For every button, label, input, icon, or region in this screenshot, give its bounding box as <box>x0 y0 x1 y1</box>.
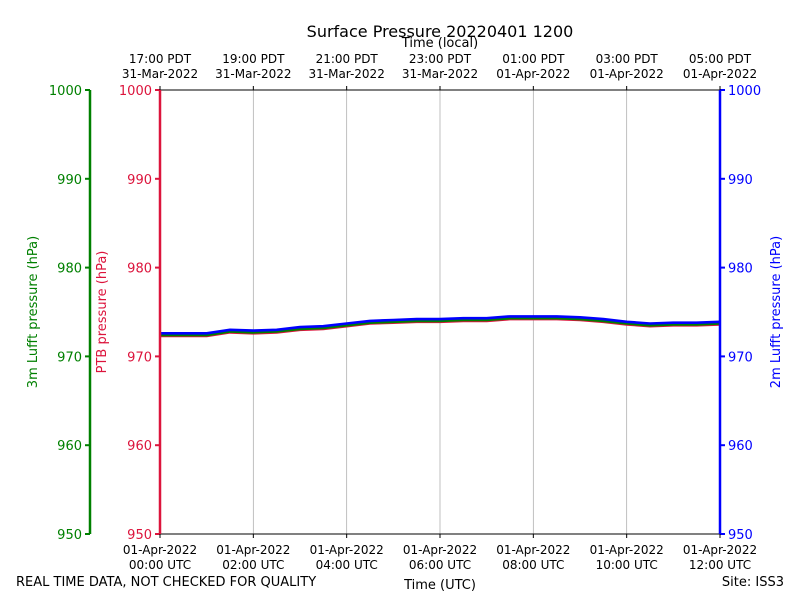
y-axis-label-ptb: PTB pressure (hPa) <box>95 251 110 374</box>
y-axis-3m-lufft-tick-label-4: 990 <box>57 173 82 188</box>
y-axis-2m-lufft: 950 960 970 980 990 1000 <box>718 84 761 543</box>
y-axis-ptb-tick-label-2: 970 <box>127 350 152 365</box>
y-axis-ptb-tick-label-3: 980 <box>127 262 152 277</box>
y-axis-ptb: 950 960 970 980 990 1000 <box>119 84 162 543</box>
x-tick-label-local-time-5: 03:00 PDT <box>596 52 659 66</box>
x-tick-label-utc-time-6: 12:00 UTC <box>689 558 751 572</box>
x-tick-label-local-date-1: 31-Mar-2022 <box>215 67 291 81</box>
x-tick-label-local-time-0: 17:00 PDT <box>129 52 192 66</box>
y-axis-3m-lufft-tick-label-5: 1000 <box>49 84 82 99</box>
x-tick-label-local-time-1: 19:00 PDT <box>222 52 285 66</box>
x-tick-label-utc-date-3: 01-Apr-2022 <box>403 543 477 557</box>
gridlines <box>252 90 628 534</box>
chart-title: Surface Pressure 20220401 1200 <box>307 22 574 41</box>
x-tick-label-local-date-0: 31-Mar-2022 <box>122 67 198 81</box>
x-tick-label-local-time-6: 05:00 PDT <box>689 52 752 66</box>
y-axis-label-2m-lufft: 2m Lufft pressure (hPa) <box>769 236 784 388</box>
top-axis-label: Time (local) <box>401 36 478 51</box>
site-label: Site: ISS3 <box>721 575 784 590</box>
quality-note: REAL TIME DATA, NOT CHECKED FOR QUALITY <box>16 575 317 590</box>
y-axis-3m-lufft-tick-label-0: 950 <box>57 528 82 543</box>
x-axis-label: Time (UTC) <box>403 578 476 593</box>
series-group <box>160 315 721 338</box>
y-axis-2m-lufft-tick-label-0: 950 <box>728 528 753 543</box>
x-tick-label-local-time-4: 01:00 PDT <box>502 52 565 66</box>
x-tick-label-utc-date-2: 01-Apr-2022 <box>310 543 384 557</box>
y-axis-2m-lufft-tick-label-2: 970 <box>728 350 753 365</box>
y-axis-ptb-tick-label-4: 990 <box>127 173 152 188</box>
x-tick-label-local-date-5: 01-Apr-2022 <box>590 67 664 81</box>
y-axis-ptb-tick-label-5: 1000 <box>119 84 152 99</box>
x-tick-label-utc-date-6: 01-Apr-2022 <box>683 543 757 557</box>
y-axis-label-3m-lufft: 3m Lufft pressure (hPa) <box>26 236 41 388</box>
x-tick-label-local-date-4: 01-Apr-2022 <box>496 67 570 81</box>
y-axis-3m-lufft-tick-label-3: 980 <box>57 262 82 277</box>
series-line-2m-lufft-pressure <box>160 315 721 335</box>
x-tick-label-utc-date-4: 01-Apr-2022 <box>496 543 570 557</box>
y-axis-2m-lufft-tick-label-1: 960 <box>728 439 753 454</box>
x-tick-label-local-time-2: 21:00 PDT <box>316 52 379 66</box>
x-tick-label-utc-date-0: 01-Apr-2022 <box>123 543 197 557</box>
x-tick-label-utc-time-5: 10:00 UTC <box>596 558 658 572</box>
x-tick-label-utc-time-0: 00:00 UTC <box>129 558 191 572</box>
x-tick-label-local-date-6: 01-Apr-2022 <box>683 67 757 81</box>
series-line-3m-lufft-pressure <box>160 316 721 337</box>
x-tick-label-utc-time-4: 08:00 UTC <box>502 558 564 572</box>
x-tick-label-utc-time-1: 02:00 UTC <box>222 558 284 572</box>
x-tick-label-local-time-3: 23:00 PDT <box>409 52 472 66</box>
x-tick-label-utc-date-1: 01-Apr-2022 <box>216 543 290 557</box>
y-axis-2m-lufft-tick-label-4: 990 <box>728 173 753 188</box>
y-axis-2m-lufft-tick-label-5: 1000 <box>728 84 761 99</box>
y-axis-3m-lufft-tick-label-1: 960 <box>57 439 82 454</box>
y-axis-ptb-tick-label-1: 960 <box>127 439 152 454</box>
x-tick-label-utc-time-3: 06:00 UTC <box>409 558 471 572</box>
y-axis-3m-lufft-tick-label-2: 970 <box>57 350 82 365</box>
y-axis-ptb-tick-label-0: 950 <box>127 528 152 543</box>
y-axis-3m-lufft: 950 960 970 980 990 1000 <box>49 84 92 543</box>
x-tick-label-utc-date-5: 01-Apr-2022 <box>590 543 664 557</box>
x-tick-label-local-date-3: 31-Mar-2022 <box>402 67 478 81</box>
y-axis-2m-lufft-tick-label-3: 980 <box>728 262 753 277</box>
x-tick-label-utc-time-2: 04:00 UTC <box>316 558 378 572</box>
x-tick-label-local-date-2: 31-Mar-2022 <box>308 67 384 81</box>
